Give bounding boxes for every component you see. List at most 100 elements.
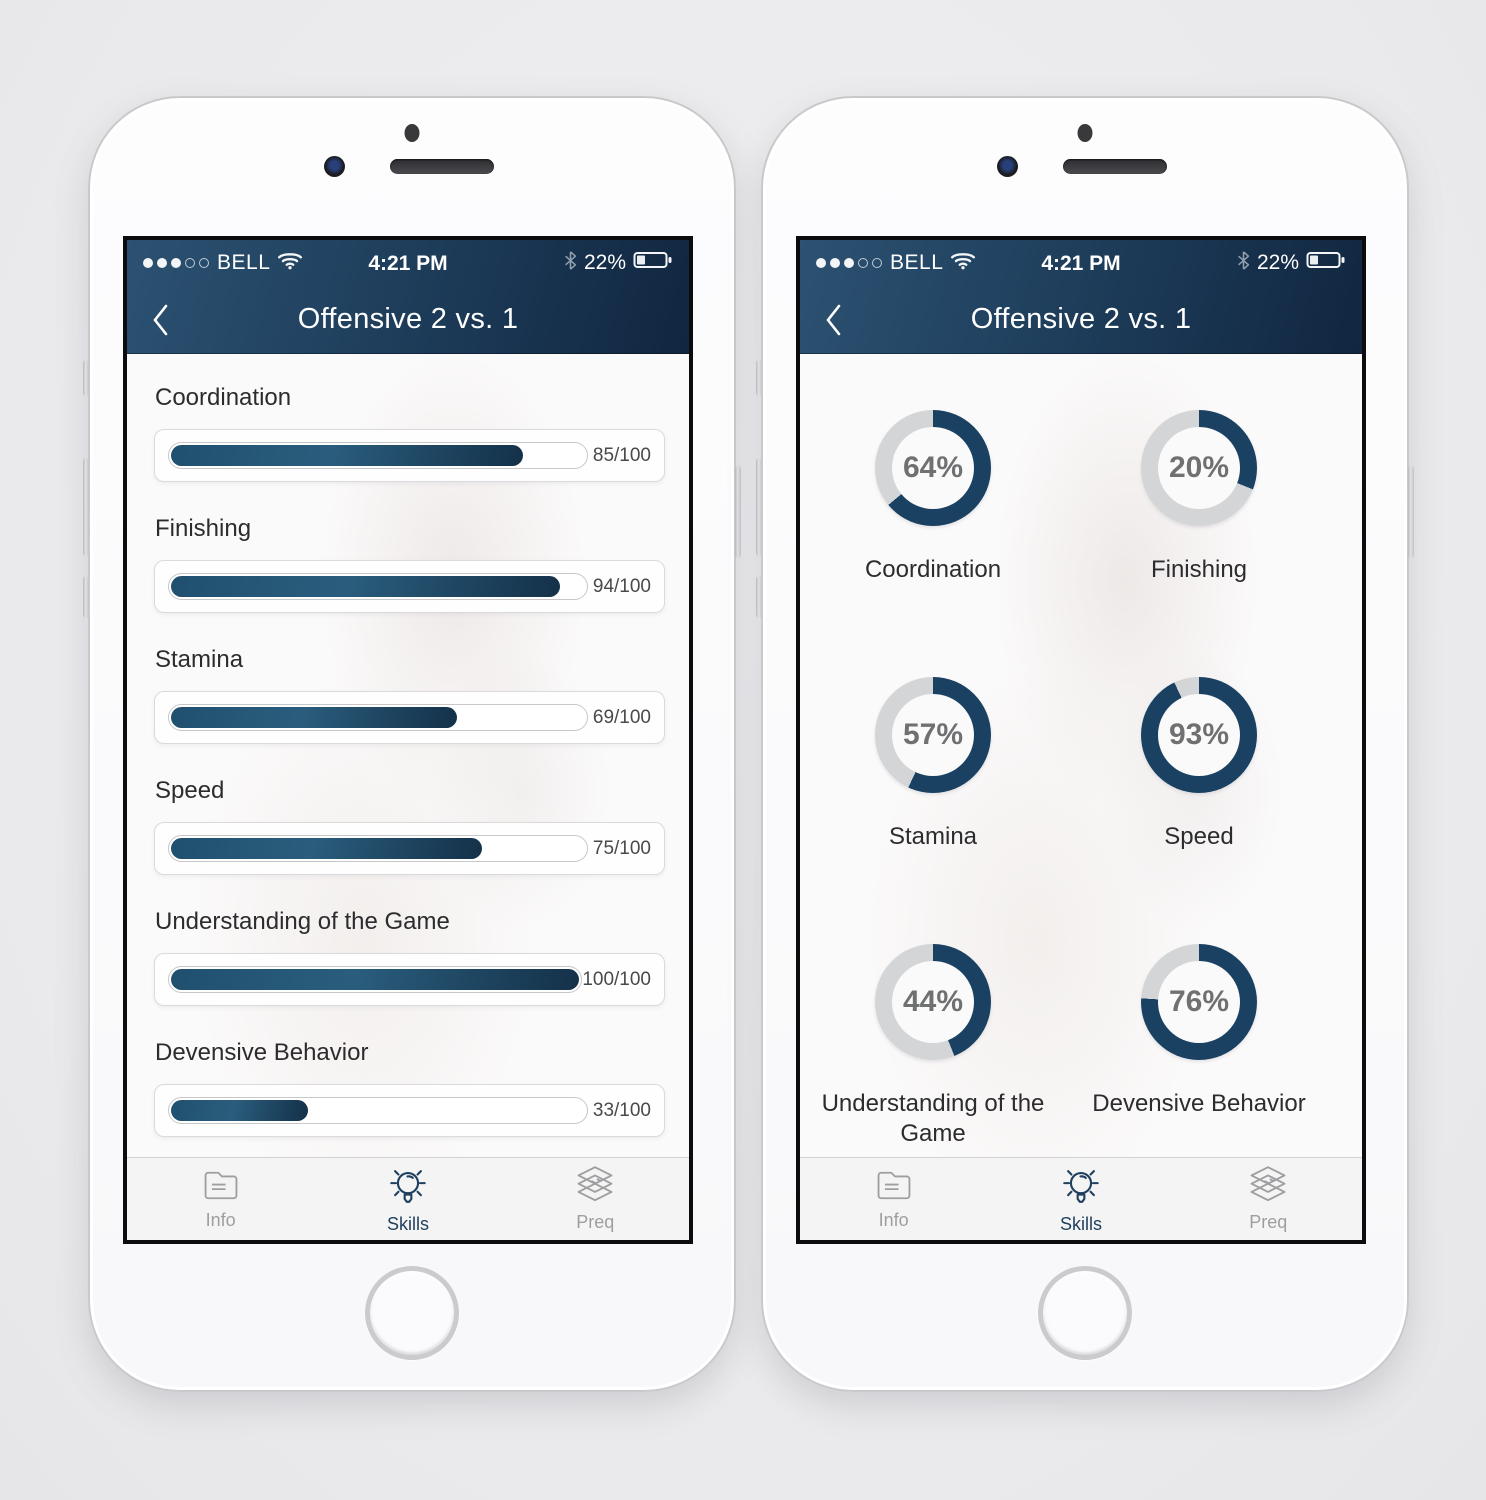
skill-label: Devensive Behavior — [155, 1039, 369, 1066]
donut-percent: 64% — [902, 451, 964, 484]
earpiece-speaker — [390, 159, 494, 174]
donut-cell: 76% Devensive Behavior — [1066, 944, 1332, 1149]
tab-skills[interactable]: Skills — [314, 1158, 501, 1240]
app-header: BELL 4:21 PM — [800, 240, 1362, 354]
donut-percent: 57% — [902, 718, 964, 751]
donut-chart: 20% — [1141, 410, 1257, 526]
donut-chart: 44% — [875, 944, 991, 1060]
donut-hole: 93% — [1158, 694, 1240, 776]
donut-chart: 93% — [1141, 677, 1257, 793]
tab-label: Skills — [1059, 1213, 1102, 1234]
volume-down-button — [83, 576, 89, 618]
donut-percent: 20% — [1168, 451, 1230, 484]
back-button[interactable] — [824, 300, 858, 340]
skill-label: Speed — [155, 777, 225, 804]
progress-track — [168, 442, 588, 469]
app-header: BELL 4:21 PM — [127, 240, 689, 354]
progress-track — [168, 966, 583, 993]
back-button[interactable] — [151, 300, 185, 340]
progress-fill — [171, 969, 580, 990]
donut-cell: 20% Finishing — [1066, 410, 1332, 585]
progress-track — [168, 835, 588, 862]
donut-skill-label: Finishing — [1150, 556, 1248, 583]
progress-fill — [171, 576, 561, 597]
tab-bar: Info Skills — [127, 1157, 689, 1240]
layers-icon — [1246, 1165, 1290, 1206]
folder-icon — [201, 1167, 241, 1204]
donut-percent: 93% — [1168, 718, 1230, 751]
donut-chart: 64% — [875, 410, 991, 526]
progress-fill — [171, 707, 457, 728]
donut-skill-label: Understanding of the Game — [821, 1090, 1045, 1147]
volume-up-button — [83, 458, 89, 556]
skill-progress-card: 94/100 — [154, 560, 665, 613]
battery-icon — [1306, 250, 1346, 276]
skills-donut-grid: 64% Coordination 20% Finishing — [800, 354, 1362, 1165]
volume-up-button — [756, 458, 762, 556]
skill-score: 94/100 — [592, 575, 651, 597]
skill-score: 85/100 — [592, 444, 651, 466]
signal-strength-icon — [816, 258, 882, 268]
layers-icon — [573, 1165, 617, 1206]
skill-block: Stamina 69/100 — [127, 646, 689, 744]
progress-fill — [171, 838, 482, 859]
mute-switch — [756, 360, 762, 396]
skill-label: Coordination — [155, 384, 292, 411]
tab-preq[interactable]: Preq — [1175, 1158, 1362, 1240]
tab-skills[interactable]: Skills — [987, 1158, 1174, 1240]
donut-chart: 76% — [1141, 944, 1257, 1060]
skill-score: 75/100 — [592, 837, 651, 859]
donut-skill-label: Devensive Behavior — [1092, 1090, 1306, 1117]
donut-cell: 64% Coordination — [800, 410, 1066, 585]
power-button — [1408, 466, 1414, 558]
donut-hole: 57% — [892, 694, 974, 776]
donut-cell: 44% Understanding of the Game — [800, 944, 1066, 1149]
nav-bar: Offensive 2 vs. 1 — [127, 286, 689, 353]
tab-info[interactable]: Info — [127, 1158, 314, 1240]
carrier-label: BELL — [217, 251, 271, 274]
earpiece-speaker — [1063, 159, 1167, 174]
donut-hole: 64% — [892, 427, 974, 509]
skill-block: Speed 75/100 — [127, 777, 689, 875]
skill-score: 69/100 — [592, 706, 651, 728]
phone-frame-left: BELL 4:21 PM — [83, 96, 741, 1392]
progress-track — [168, 704, 588, 731]
skill-block: Coordination 85/100 — [127, 384, 689, 482]
donut-hole: 20% — [1158, 427, 1240, 509]
front-camera — [997, 156, 1018, 177]
tab-info[interactable]: Info — [800, 1158, 987, 1240]
donut-cell: 57% Stamina — [800, 677, 1066, 852]
lightbulb-icon — [1058, 1164, 1104, 1208]
mute-switch — [83, 360, 89, 396]
carrier-label: BELL — [890, 251, 944, 274]
nav-bar: Offensive 2 vs. 1 — [800, 286, 1362, 353]
donut-percent: 44% — [902, 985, 964, 1018]
donut-percent: 76% — [1168, 985, 1230, 1018]
status-bar: BELL 4:21 PM — [800, 240, 1362, 286]
wifi-icon — [950, 250, 976, 276]
battery-percent-label: 22% — [1256, 251, 1299, 274]
skills-bar-list: Coordination 85/100 Finishing — [127, 354, 689, 1165]
donut-cell: 93% Speed — [1066, 677, 1332, 852]
donut-hole: 76% — [1158, 961, 1240, 1043]
screen-right: BELL 4:21 PM — [796, 236, 1366, 1244]
page-title: Offensive 2 vs. 1 — [297, 303, 519, 335]
battery-icon — [633, 250, 673, 276]
bluetooth-icon — [564, 250, 577, 277]
skill-score: 33/100 — [592, 1099, 651, 1121]
tab-preq[interactable]: Preq — [502, 1158, 689, 1240]
progress-fill — [171, 445, 523, 466]
screen-left: BELL 4:21 PM — [123, 236, 693, 1244]
proximity-sensor — [1077, 124, 1093, 142]
skill-score: 100/100 — [582, 968, 651, 990]
skill-block: Understanding of the Game 100/100 — [127, 908, 689, 1006]
volume-down-button — [756, 576, 762, 618]
front-camera — [324, 156, 345, 177]
bluetooth-icon — [1237, 250, 1250, 277]
tab-label: Preq — [576, 1212, 615, 1232]
home-button — [365, 1266, 459, 1360]
skill-label: Understanding of the Game — [155, 908, 450, 935]
skill-block: Devensive Behavior 33/100 — [127, 1039, 689, 1137]
page-title: Offensive 2 vs. 1 — [970, 303, 1192, 335]
